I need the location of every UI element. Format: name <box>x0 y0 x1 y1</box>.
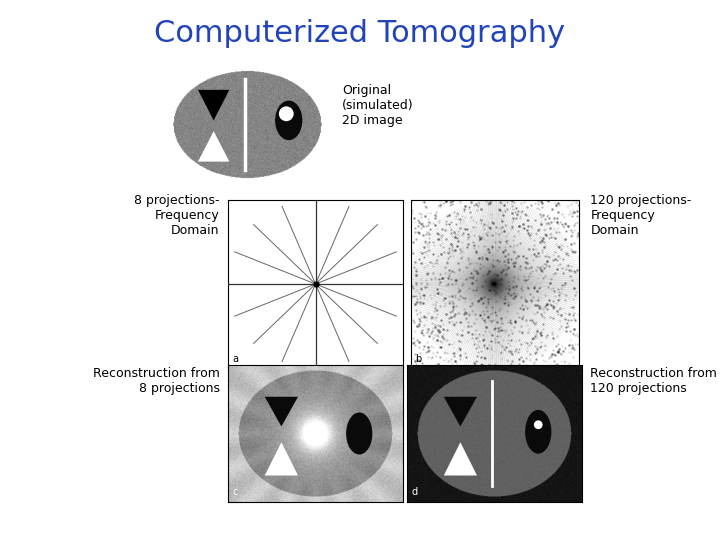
Text: a: a <box>233 354 238 364</box>
Text: Original
(simulated)
2D image: Original (simulated) 2D image <box>342 84 413 127</box>
Polygon shape <box>444 442 477 476</box>
Text: 8 projections-
Frequency
Domain: 8 projections- Frequency Domain <box>134 194 220 238</box>
Text: b: b <box>415 354 421 364</box>
Text: d: d <box>411 488 418 497</box>
Circle shape <box>279 106 294 121</box>
Polygon shape <box>198 90 230 120</box>
Text: Reconstruction from
120 projections: Reconstruction from 120 projections <box>590 367 717 395</box>
Text: Reconstruction from
8 projections: Reconstruction from 8 projections <box>93 367 220 395</box>
Ellipse shape <box>346 413 372 455</box>
Text: 120 projections-
Frequency
Domain: 120 projections- Frequency Domain <box>590 194 692 238</box>
Ellipse shape <box>534 420 543 429</box>
Polygon shape <box>265 442 298 476</box>
Text: c: c <box>233 488 238 497</box>
Polygon shape <box>265 397 298 427</box>
Text: Computerized Tomography: Computerized Tomography <box>154 19 566 48</box>
Polygon shape <box>444 397 477 427</box>
Ellipse shape <box>525 410 552 454</box>
Polygon shape <box>198 131 230 161</box>
Ellipse shape <box>275 100 302 140</box>
